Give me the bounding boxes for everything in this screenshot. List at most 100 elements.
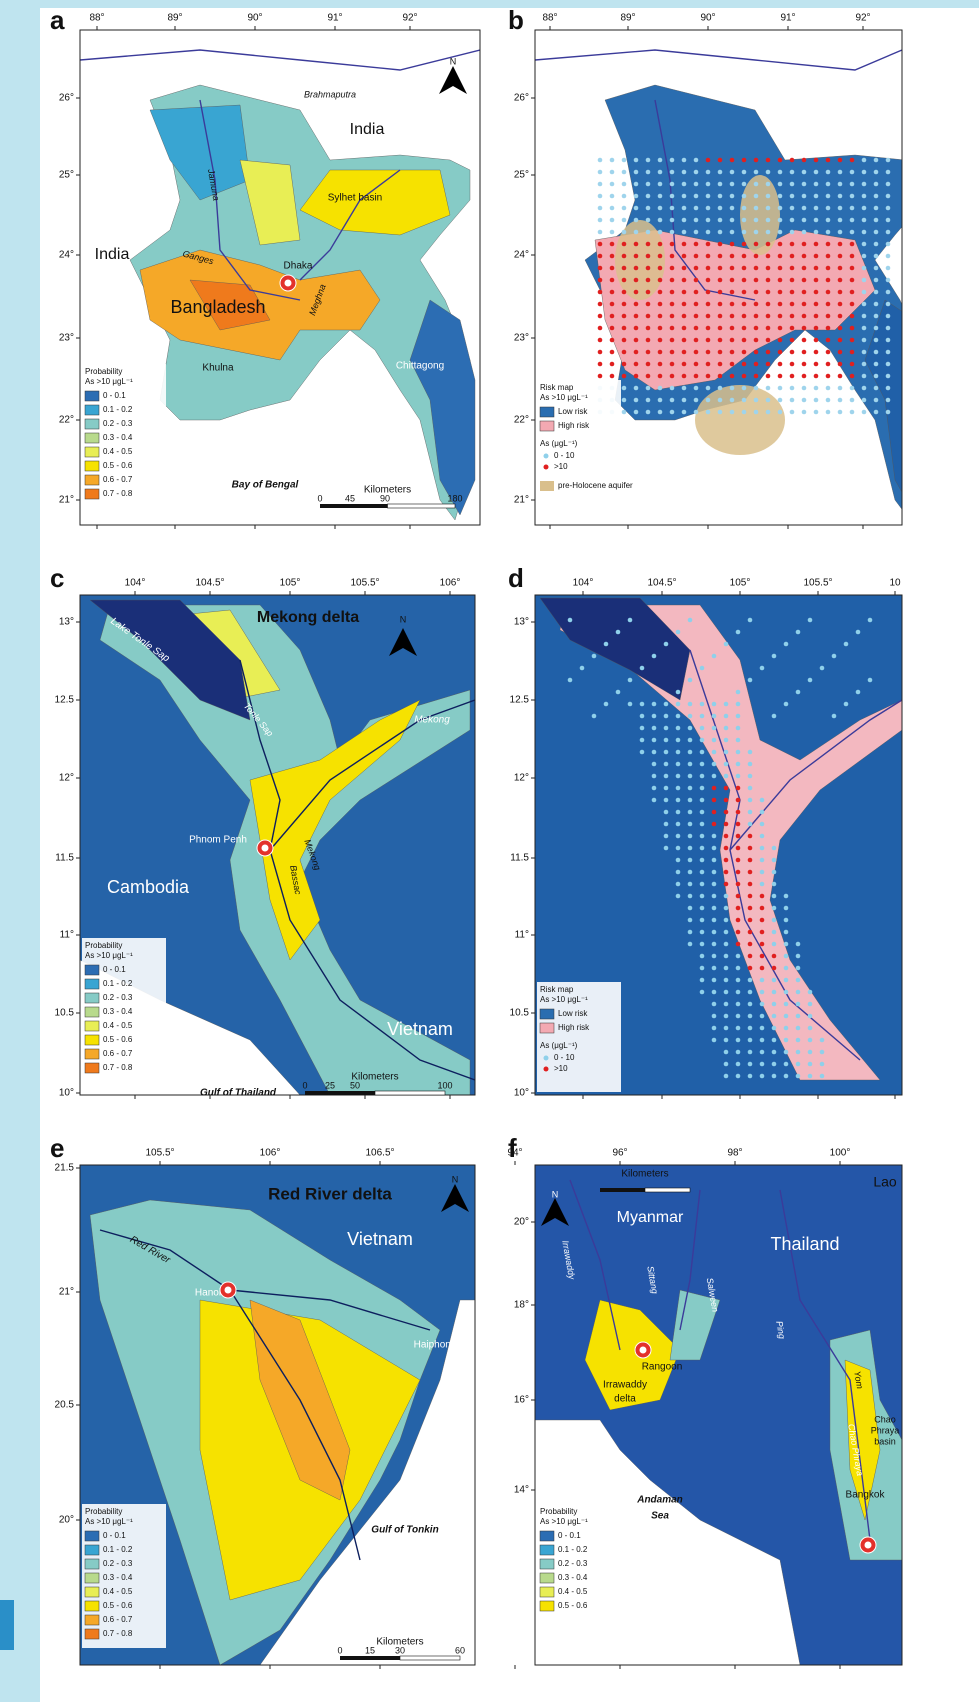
sample-dot — [742, 338, 747, 343]
sample-dot — [700, 666, 705, 671]
sample-dot — [676, 630, 681, 635]
place-label: Khulna — [202, 363, 234, 374]
sample-dot — [766, 218, 771, 223]
sample-dot — [724, 978, 729, 983]
sample-dot — [766, 194, 771, 199]
lat-tick-label: 10° — [514, 1088, 529, 1099]
sample-dot — [706, 230, 711, 235]
sample-dot — [790, 326, 795, 331]
sample-dot — [754, 158, 759, 163]
sample-dot — [802, 350, 807, 355]
sample-dot — [652, 786, 657, 791]
sample-dot — [658, 290, 663, 295]
sample-dot — [688, 810, 693, 815]
sample-dot — [676, 762, 681, 767]
sample-dot — [808, 678, 813, 683]
sample-dot — [706, 206, 711, 211]
sample-dot — [838, 242, 843, 247]
sample-dot — [742, 362, 747, 367]
sample-dot — [640, 750, 645, 755]
sample-dot — [814, 290, 819, 295]
sample-dot — [682, 194, 687, 199]
sample-dot — [598, 278, 603, 283]
sample-dot — [712, 654, 717, 659]
legend-swatch — [85, 1063, 99, 1073]
sample-dot — [634, 218, 639, 223]
lat-tick-label: 21° — [59, 1287, 74, 1298]
sample-dot — [724, 774, 729, 779]
sample-dot — [814, 206, 819, 211]
side-tab — [0, 1600, 14, 1650]
sample-dot — [712, 714, 717, 719]
sample-dot — [742, 266, 747, 271]
legend-label: 0 - 0.1 — [103, 965, 126, 974]
scale-tick-label: 100 — [437, 1080, 452, 1090]
sample-dot — [724, 786, 729, 791]
sample-dot — [796, 954, 801, 959]
sample-dot — [790, 266, 795, 271]
sample-dot — [718, 158, 723, 163]
sample-dot — [790, 362, 795, 367]
sample-dot — [688, 618, 693, 623]
sample-dot — [742, 302, 747, 307]
sample-dot — [640, 726, 645, 731]
sample-dot — [886, 410, 891, 415]
sample-dot — [682, 410, 687, 415]
sample-dot — [748, 1074, 753, 1079]
sample-dot — [700, 750, 705, 755]
sample-dot — [772, 918, 777, 923]
sample-dot — [802, 194, 807, 199]
sample-dot — [688, 834, 693, 839]
sample-dot — [748, 930, 753, 935]
sample-dot — [724, 762, 729, 767]
sample-dot — [736, 750, 741, 755]
sample-dot — [616, 690, 621, 695]
sample-dot — [658, 158, 663, 163]
place-label: Haiphong — [414, 1340, 457, 1351]
sample-dot — [790, 290, 795, 295]
sample-dot — [670, 350, 675, 355]
sample-dot — [784, 1062, 789, 1067]
lat-tick-label: 22° — [59, 415, 74, 426]
sample-dot — [850, 338, 855, 343]
sample-dot — [850, 218, 855, 223]
sample-dot — [676, 690, 681, 695]
sample-dot — [778, 206, 783, 211]
sample-dot — [610, 314, 615, 319]
sample-dot — [862, 242, 867, 247]
sample-dot — [724, 1062, 729, 1067]
sample-dot — [688, 702, 693, 707]
sample-dot — [724, 990, 729, 995]
sample-dot — [670, 182, 675, 187]
sample-dot — [736, 822, 741, 827]
legend-swatch — [85, 1021, 99, 1031]
legend-swatch — [85, 1531, 99, 1541]
legend-label: 0.2 - 0.3 — [103, 1559, 133, 1568]
sample-dot — [712, 1038, 717, 1043]
sample-dot — [772, 654, 777, 659]
sample-dot — [766, 170, 771, 175]
sample-dot — [646, 230, 651, 235]
legend-swatch — [85, 405, 99, 415]
sample-dot — [886, 266, 891, 271]
scale-tick-label: 90 — [380, 493, 390, 503]
sample-dot — [736, 1002, 741, 1007]
sample-dot — [670, 374, 675, 379]
sample-dot — [700, 978, 705, 983]
sample-dot — [652, 738, 657, 743]
sample-dot — [814, 182, 819, 187]
sample-dot — [712, 870, 717, 875]
sample-dot — [652, 750, 657, 755]
sample-dot — [610, 302, 615, 307]
legend-label: 0.5 - 0.6 — [558, 1601, 588, 1610]
sample-dot — [712, 882, 717, 887]
lat-tick-label: 25° — [514, 170, 529, 181]
sample-dot — [736, 990, 741, 995]
sample-dot — [886, 350, 891, 355]
sample-dot — [730, 218, 735, 223]
sample-dot — [646, 338, 651, 343]
legend-title: Probability — [85, 367, 122, 376]
sample-dot — [682, 254, 687, 259]
sample-dot — [784, 942, 789, 947]
sample-dot — [598, 290, 603, 295]
